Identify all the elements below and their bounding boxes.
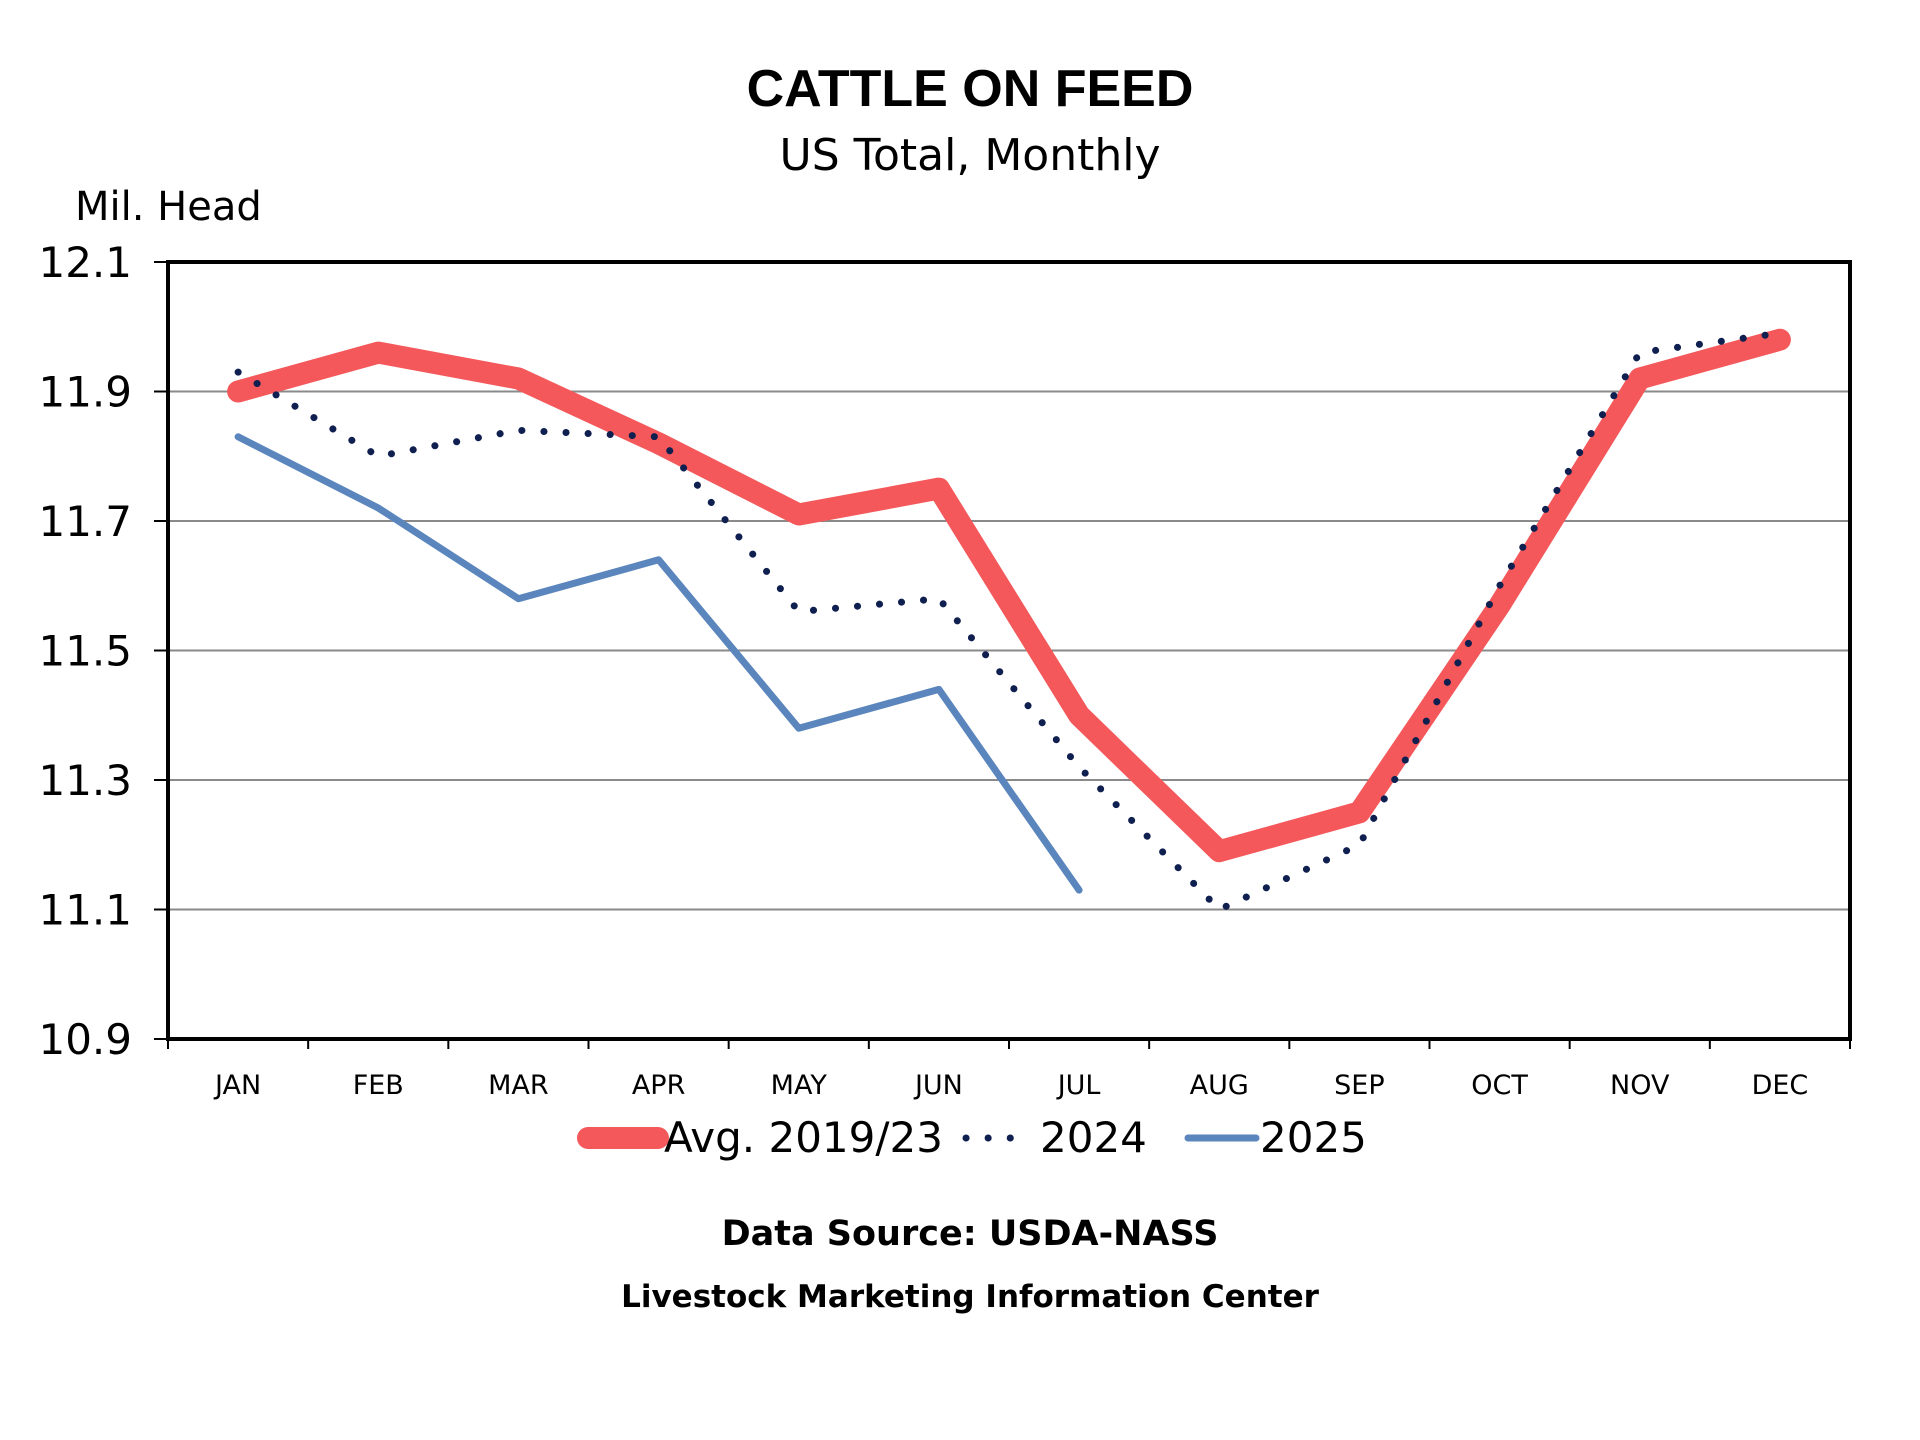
x-tick-label: AUG <box>1190 1070 1249 1101</box>
x-tick-label: JAN <box>213 1070 261 1101</box>
chart-title: CATTLE ON FEED <box>747 60 1194 118</box>
x-tick-label: SEP <box>1334 1070 1384 1101</box>
legend-label-avg: Avg. 2019/23 <box>664 1113 943 1162</box>
data-source: Data Source: USDA-NASS <box>722 1214 1219 1254</box>
organization: Livestock Marketing Information Center <box>621 1279 1320 1315</box>
plot-frame <box>166 260 1852 1041</box>
legend-label-2024: 2024 <box>1040 1113 1147 1162</box>
x-axis-ticks: JAN FEB MAR APR MAY JUN JUL AUG SEP OCT NOV DEC <box>167 1039 1851 1101</box>
y-tick-label: 11.5 <box>38 627 132 676</box>
x-tick-label: MAR <box>488 1070 549 1101</box>
y-tick-label: 11.7 <box>38 497 132 546</box>
x-tick-label: DEC <box>1752 1070 1809 1101</box>
x-tick-label: JUN <box>913 1070 963 1101</box>
y-axis-label: Mil. Head <box>75 184 262 230</box>
x-tick-label: MAY <box>771 1070 828 1101</box>
series-line-2 <box>234 433 1083 894</box>
chart-subtitle: US Total, Monthly <box>779 130 1160 181</box>
legend: Avg. 2019/23 2024 2025 <box>577 1113 1367 1162</box>
y-tick-label: 11.9 <box>38 368 132 417</box>
y-tick-label: 11.1 <box>38 886 132 935</box>
series-line-1 <box>234 329 1784 913</box>
y-tick-label: 10.9 <box>38 1015 132 1064</box>
series-line-0 <box>227 328 1791 863</box>
x-tick-label: OCT <box>1471 1070 1528 1101</box>
y-axis-ticks: 12.1 11.9 11.7 11.5 11.3 11.1 10.9 <box>38 238 168 1064</box>
gridlines <box>168 390 1850 911</box>
y-tick-label: 12.1 <box>38 238 132 287</box>
x-tick-label: NOV <box>1610 1070 1670 1101</box>
x-tick-label: JUL <box>1056 1070 1101 1101</box>
x-tick-label: FEB <box>353 1070 404 1101</box>
series-layer <box>227 328 1791 913</box>
legend-label-2025: 2025 <box>1260 1113 1367 1162</box>
x-tick-label: APR <box>632 1070 686 1101</box>
y-tick-label: 11.3 <box>38 756 132 805</box>
